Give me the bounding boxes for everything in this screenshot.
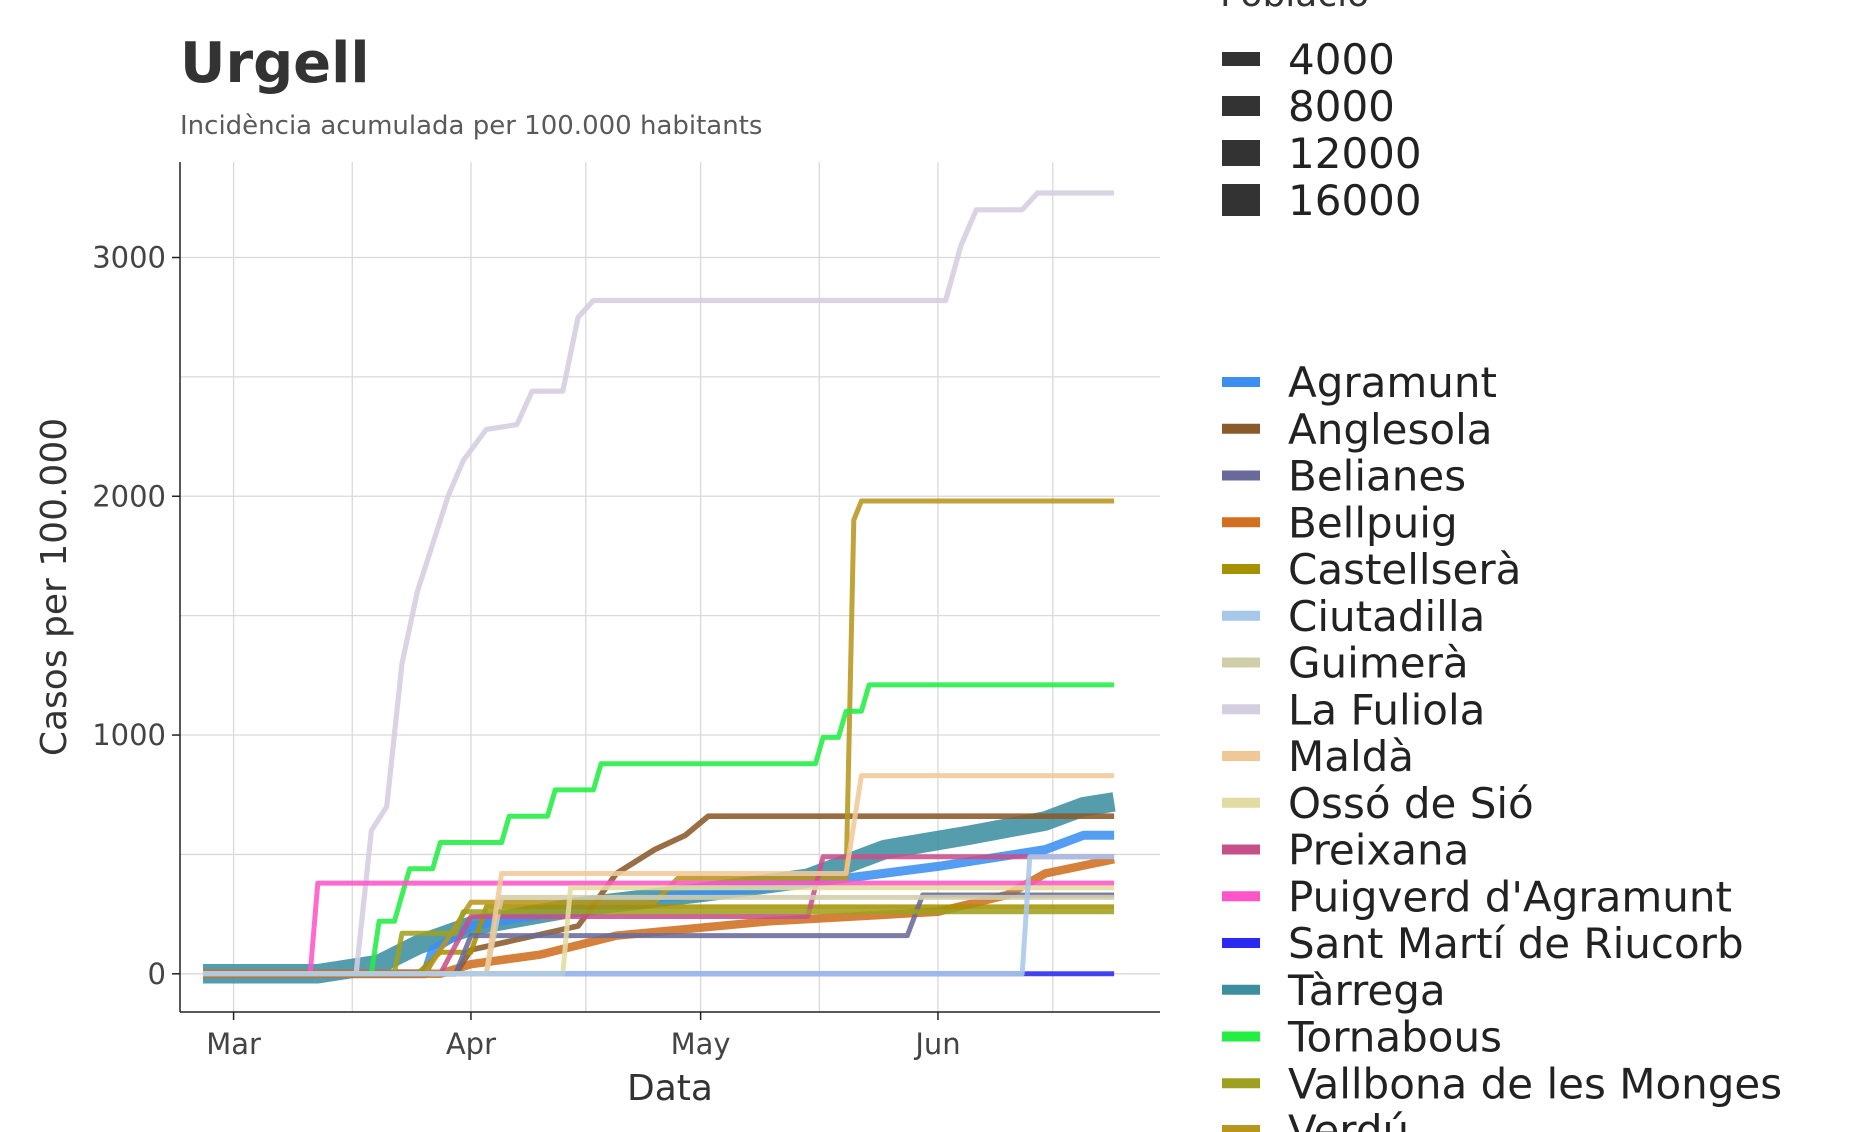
x-tick-label-1: Apr [446, 1027, 496, 1061]
y-tick-label-1: 1000 [92, 718, 166, 752]
size-legend-label-0: 4000 [1288, 35, 1395, 84]
legend-key-16 [1222, 1125, 1260, 1132]
size-legend-label-2: 12000 [1288, 129, 1422, 178]
legend-key-6 [1222, 657, 1260, 668]
size-legend-key-3 [1222, 184, 1260, 216]
size-legend-key-2 [1222, 140, 1260, 166]
legend-label-15: Vallbona de les Monges [1288, 1059, 1782, 1108]
x-tick-label-2: May [671, 1027, 731, 1061]
legend-label-14: Tornabous [1287, 1013, 1502, 1062]
chart-title: Urgell [180, 31, 370, 96]
legend-label-13: Tàrrega [1287, 966, 1446, 1015]
legend-label-3: Bellpuig [1288, 498, 1458, 547]
legend-key-4 [1222, 564, 1260, 574]
series-line-la-fuliola [203, 190, 1115, 977]
legend-label-12: Sant Martí de Riucorb [1288, 919, 1744, 968]
size-legend-label-1: 8000 [1288, 82, 1395, 131]
legend-key-11 [1222, 891, 1260, 902]
legend-label-4: Castellserà [1288, 545, 1521, 594]
legend-label-1: Anglesola [1288, 405, 1493, 454]
legend-key-1 [1222, 423, 1260, 434]
y-tick-label-2: 2000 [92, 479, 166, 513]
legend-label-7: La Fuliola [1288, 685, 1485, 734]
y-tick-label-0: 0 [148, 957, 166, 991]
x-tick-label-3: Jun [913, 1027, 960, 1061]
legend-label-0: Agramunt [1288, 358, 1497, 407]
series-line-anglesola [203, 813, 1115, 977]
legend-key-12 [1222, 938, 1260, 948]
size-legend-key-1 [1222, 96, 1260, 116]
legend-key-7 [1222, 704, 1260, 715]
series-line-mald- [203, 773, 1115, 977]
chart-subtitle: Incidència acumulada per 100.000 habitan… [180, 111, 762, 141]
legend-label-16: Verdú [1288, 1106, 1409, 1132]
legend-key-0 [1222, 377, 1260, 387]
series-line-tornabous [203, 682, 1115, 977]
legend-key-10 [1222, 844, 1260, 855]
legend-label-2: Belianes [1288, 452, 1466, 501]
x-axis-title: Data [627, 1068, 713, 1109]
series-lines [203, 190, 1116, 984]
axis-ticks: 0 1000 2000 3000 Mar Apr May Jun [92, 241, 960, 1061]
color-legend: AgramuntAnglesolaBelianesBellpuigCastell… [1222, 358, 1782, 1132]
legend-label-6: Guimerà [1288, 639, 1469, 688]
legend-key-5 [1222, 610, 1260, 621]
legend-label-11: Puigverd d'Agramunt [1288, 872, 1732, 921]
size-legend-title: Població [1220, 0, 1369, 15]
legend-label-5: Ciutadilla [1288, 592, 1485, 641]
legend-label-10: Preixana [1288, 826, 1469, 875]
size-legend-label-3: 16000 [1288, 176, 1422, 225]
series-line-verd- [203, 498, 1115, 977]
y-axis-title: Casos per 100.000 [34, 418, 75, 756]
legend-key-15 [1222, 1078, 1260, 1089]
legend-key-8 [1222, 751, 1260, 761]
y-tick-label-3: 3000 [92, 241, 166, 275]
legend-key-2 [1222, 470, 1260, 481]
legend-key-14 [1222, 1031, 1260, 1042]
size-legend-key-0 [1222, 52, 1260, 66]
legend-label-9: Ossó de Sió [1288, 779, 1534, 828]
legend-label-8: Maldà [1288, 732, 1414, 781]
legend-key-3 [1222, 517, 1260, 528]
series-line-ciutadilla [203, 854, 1115, 977]
x-tick-label-0: Mar [206, 1027, 261, 1061]
legend-key-9 [1222, 797, 1260, 808]
legend-key-13 [1222, 984, 1260, 995]
